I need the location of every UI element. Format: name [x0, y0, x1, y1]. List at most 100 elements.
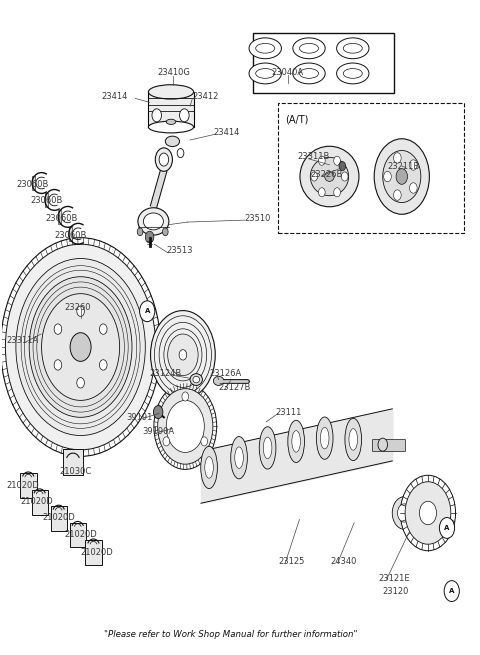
- Ellipse shape: [231, 436, 247, 479]
- Bar: [70, 523, 86, 548]
- Ellipse shape: [249, 38, 281, 59]
- Ellipse shape: [201, 446, 217, 489]
- Text: 23060B: 23060B: [45, 214, 77, 223]
- Ellipse shape: [293, 63, 325, 84]
- Ellipse shape: [256, 43, 275, 53]
- Bar: [20, 474, 37, 498]
- Text: 21030C: 21030C: [59, 468, 91, 476]
- Ellipse shape: [292, 430, 300, 452]
- Text: 23226B: 23226B: [311, 170, 343, 179]
- Circle shape: [99, 324, 107, 334]
- Text: 23414: 23414: [214, 128, 240, 137]
- Circle shape: [177, 149, 184, 158]
- Circle shape: [319, 156, 325, 165]
- Circle shape: [409, 183, 417, 193]
- Ellipse shape: [343, 43, 362, 53]
- Text: 23060B: 23060B: [16, 180, 49, 189]
- Bar: [50, 506, 67, 531]
- Circle shape: [175, 345, 191, 365]
- Ellipse shape: [378, 438, 387, 451]
- Ellipse shape: [321, 428, 329, 449]
- Circle shape: [77, 306, 84, 316]
- Ellipse shape: [336, 38, 369, 59]
- Text: A: A: [444, 525, 450, 531]
- Circle shape: [156, 148, 172, 172]
- Circle shape: [420, 501, 436, 525]
- Ellipse shape: [264, 437, 272, 458]
- Text: 23311A: 23311A: [7, 336, 39, 345]
- Text: 21020D: 21020D: [7, 481, 39, 489]
- Ellipse shape: [256, 69, 275, 79]
- Text: 21020D: 21020D: [43, 513, 75, 522]
- Bar: [278, 103, 464, 233]
- Text: 23127B: 23127B: [218, 383, 251, 392]
- Bar: [45, 193, 48, 207]
- Text: 21020D: 21020D: [81, 548, 113, 557]
- Circle shape: [400, 476, 456, 551]
- Bar: [58, 210, 61, 224]
- Circle shape: [319, 188, 325, 197]
- Circle shape: [180, 109, 189, 122]
- Circle shape: [384, 172, 391, 181]
- Circle shape: [5, 244, 156, 450]
- Text: A: A: [144, 309, 150, 314]
- Text: 23410G: 23410G: [157, 68, 190, 77]
- Bar: [253, 33, 394, 93]
- Ellipse shape: [249, 63, 281, 84]
- Ellipse shape: [213, 377, 224, 385]
- Circle shape: [444, 581, 459, 601]
- Ellipse shape: [324, 172, 334, 181]
- Circle shape: [311, 172, 318, 181]
- Ellipse shape: [165, 136, 180, 147]
- Circle shape: [16, 259, 145, 436]
- Circle shape: [54, 360, 62, 370]
- Circle shape: [339, 162, 346, 171]
- Circle shape: [154, 405, 163, 419]
- Text: 23120: 23120: [383, 587, 409, 595]
- Ellipse shape: [259, 427, 276, 469]
- Text: 39191: 39191: [126, 413, 152, 422]
- Circle shape: [70, 333, 91, 362]
- Text: 23414: 23414: [102, 92, 128, 101]
- Text: 23060B: 23060B: [31, 196, 63, 205]
- FancyBboxPatch shape: [148, 92, 193, 127]
- Ellipse shape: [345, 419, 361, 460]
- Bar: [32, 176, 35, 190]
- Circle shape: [151, 310, 215, 399]
- Circle shape: [152, 109, 161, 122]
- Text: 23060B: 23060B: [54, 231, 87, 240]
- Circle shape: [54, 324, 62, 334]
- Bar: [85, 540, 102, 565]
- Text: 23111: 23111: [276, 407, 302, 417]
- Text: 23260: 23260: [64, 303, 90, 312]
- Ellipse shape: [235, 447, 243, 468]
- Circle shape: [140, 301, 155, 322]
- Text: 23125: 23125: [278, 557, 304, 567]
- Circle shape: [341, 172, 348, 181]
- Circle shape: [145, 231, 154, 243]
- Ellipse shape: [166, 119, 176, 124]
- Ellipse shape: [138, 208, 169, 235]
- Ellipse shape: [148, 84, 193, 99]
- Bar: [69, 227, 72, 241]
- Circle shape: [182, 392, 189, 401]
- Circle shape: [162, 228, 168, 236]
- Ellipse shape: [190, 374, 203, 385]
- Circle shape: [334, 156, 340, 165]
- Text: 23510: 23510: [245, 214, 271, 223]
- Circle shape: [163, 437, 169, 446]
- Ellipse shape: [148, 121, 193, 133]
- Text: 21020D: 21020D: [20, 497, 53, 506]
- Circle shape: [394, 190, 401, 200]
- Circle shape: [154, 383, 216, 470]
- Circle shape: [392, 496, 416, 529]
- Circle shape: [394, 153, 401, 163]
- Circle shape: [374, 139, 430, 214]
- Ellipse shape: [293, 38, 325, 59]
- Circle shape: [201, 437, 207, 446]
- Circle shape: [159, 153, 168, 166]
- Text: 23124B: 23124B: [150, 369, 182, 377]
- Circle shape: [334, 188, 340, 197]
- Text: 39190A: 39190A: [143, 427, 175, 436]
- Ellipse shape: [343, 69, 362, 79]
